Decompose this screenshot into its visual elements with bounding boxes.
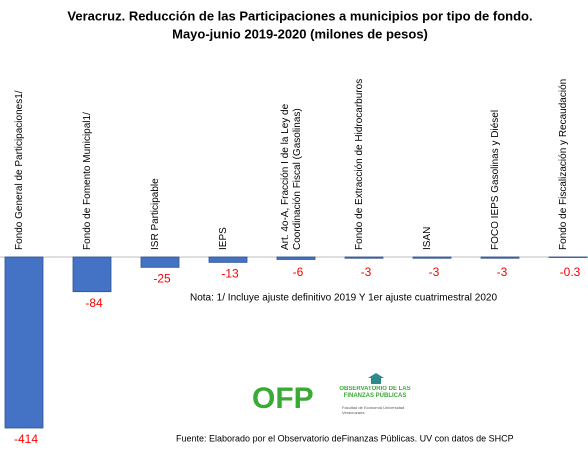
logo-name: OBSERVATORIO DE LAS FINANZAS PÚBLICAS bbox=[339, 386, 411, 399]
value-label: -3 bbox=[497, 265, 508, 279]
value-label: -84 bbox=[85, 296, 103, 310]
value-label: -3 bbox=[361, 265, 372, 279]
value-label: -3 bbox=[429, 265, 440, 279]
logo: OFP OBSERVATORIO DE LAS FINANZAS PÚBLICA… bbox=[252, 373, 411, 415]
chart-title: Veracruz. Reducción de las Participacion… bbox=[67, 8, 532, 23]
value-label: -6 bbox=[293, 265, 304, 279]
category-label: IEPS bbox=[218, 227, 229, 250]
value-label: -0.3 bbox=[560, 265, 581, 279]
logo-icon bbox=[368, 373, 384, 384]
value-label: -25 bbox=[153, 271, 171, 285]
category-label: Fondo de Fiscalización y Recaudación bbox=[558, 78, 569, 250]
category-label: Fondo de Extracción de Hidrocarburos bbox=[354, 78, 365, 250]
category-label: Art. 4o-A, Fracción I de la Ley de Coord… bbox=[280, 103, 303, 250]
logo-acronym: OFP bbox=[252, 382, 314, 415]
value-label: -414 bbox=[14, 432, 38, 446]
bar bbox=[344, 256, 384, 259]
logo-faculty-box: Facultad de Economía Universidad Veracru… bbox=[342, 405, 405, 415]
bar bbox=[276, 256, 316, 260]
value-label: -13 bbox=[221, 267, 239, 281]
bar bbox=[4, 256, 44, 429]
category-label: Fondo General de Participaciones1/ bbox=[14, 90, 25, 250]
logo-name-box: OBSERVATORIO DE LAS FINANZAS PÚBLICAS bbox=[339, 386, 411, 399]
category-label: FOCO IEPS Gasolinas y Diésel bbox=[490, 109, 501, 250]
source: Fuente: Elaborado por el Observatorio de… bbox=[176, 433, 514, 443]
note: Nota: 1/ Incluye ajuste definitivo 2019 … bbox=[190, 293, 497, 304]
bar bbox=[412, 256, 452, 259]
bar bbox=[140, 256, 180, 268]
bar bbox=[72, 256, 112, 293]
bar bbox=[480, 256, 520, 259]
logo-faculty: Facultad de Economía Universidad Veracru… bbox=[342, 405, 405, 415]
chart-subtitle: Mayo-junio 2019-2020 (milones de pesos) bbox=[172, 26, 428, 41]
category-label: Fondo de Fomento Municipal1/ bbox=[82, 112, 93, 250]
category-label: ISAN bbox=[422, 226, 433, 250]
bar bbox=[548, 256, 588, 258]
bar bbox=[208, 256, 248, 263]
category-label: ISR Participable bbox=[150, 178, 161, 250]
